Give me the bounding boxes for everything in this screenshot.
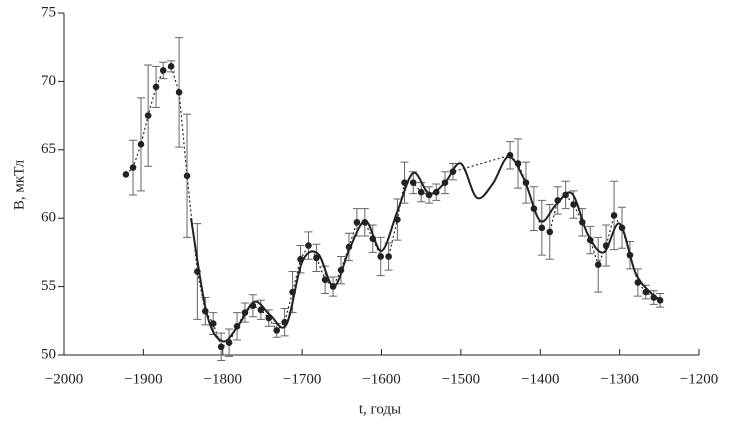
x-tick-label: −1600 bbox=[362, 371, 400, 387]
data-point bbox=[610, 212, 618, 219]
data-point bbox=[321, 276, 329, 284]
data-point bbox=[122, 171, 130, 178]
data-point bbox=[167, 63, 175, 70]
x-tick-label: −1500 bbox=[442, 371, 480, 387]
data-point bbox=[385, 253, 392, 260]
data-point bbox=[417, 188, 425, 196]
x-tick-label: −1300 bbox=[600, 371, 638, 387]
x-tick-label: −1900 bbox=[124, 371, 162, 387]
data-point bbox=[546, 228, 554, 236]
y-tick-label: 70 bbox=[41, 73, 56, 89]
series-line bbox=[190, 155, 660, 343]
data-point bbox=[538, 224, 546, 232]
data-point bbox=[594, 261, 602, 269]
y-tick-label: 55 bbox=[41, 278, 56, 294]
data-point bbox=[137, 141, 145, 148]
data-point bbox=[144, 112, 152, 119]
x-tick-label: −1800 bbox=[204, 371, 242, 387]
data-point bbox=[159, 67, 167, 74]
data-point bbox=[409, 179, 417, 186]
y-tick-label: 65 bbox=[41, 141, 56, 157]
data-point bbox=[129, 164, 137, 171]
x-tick-label: −1200 bbox=[680, 371, 718, 387]
x-tick-label: −1700 bbox=[283, 371, 321, 387]
data-point bbox=[353, 219, 361, 226]
data-point bbox=[152, 83, 160, 91]
data-point bbox=[273, 327, 281, 334]
x-axis-label: t, годы bbox=[359, 401, 401, 417]
x-tick-label: −1400 bbox=[521, 371, 559, 387]
data-point bbox=[377, 253, 385, 260]
data-point bbox=[209, 320, 217, 327]
x-tick-label: −2000 bbox=[45, 371, 83, 387]
y-axis-label: B, мкТл bbox=[11, 159, 27, 210]
y-tick-label: 75 bbox=[41, 4, 56, 20]
data-point bbox=[217, 343, 225, 351]
data-point bbox=[570, 201, 577, 208]
series-line bbox=[125, 65, 661, 348]
y-tick-label: 50 bbox=[41, 346, 56, 362]
data-point bbox=[175, 89, 183, 96]
data-point bbox=[313, 254, 320, 262]
data-point bbox=[305, 242, 312, 249]
data-point bbox=[257, 306, 265, 314]
y-tick-label: 60 bbox=[41, 210, 56, 226]
data-point bbox=[183, 172, 191, 180]
